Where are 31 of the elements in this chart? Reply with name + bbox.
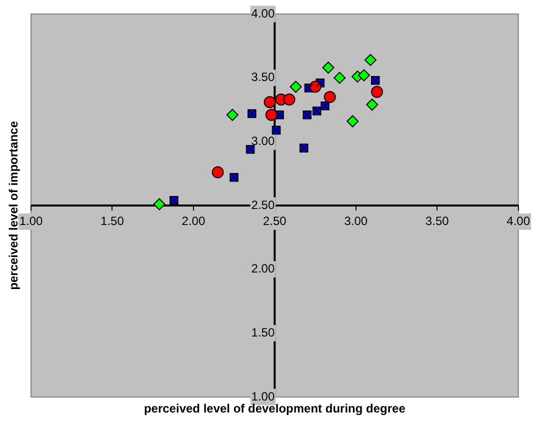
point xyxy=(324,90,336,103)
point xyxy=(366,98,378,111)
y-tick-label: 2.50 xyxy=(251,198,275,212)
x-tick-label: 1.50 xyxy=(100,214,124,228)
point xyxy=(346,115,359,128)
y-tick-label: 4.00 xyxy=(251,6,275,20)
point xyxy=(153,198,166,210)
x-tick-label: 3.00 xyxy=(344,214,368,228)
y-tick-label: 3.00 xyxy=(251,134,275,148)
x-tick-label: 4.00 xyxy=(506,214,530,228)
point xyxy=(322,62,334,74)
x-tick-label: 3.50 xyxy=(425,214,450,228)
y-axis-title: perceived level of importance xyxy=(6,120,20,290)
point xyxy=(265,108,278,121)
point xyxy=(226,108,238,121)
y-tick-label: 3.50 xyxy=(251,70,275,84)
point xyxy=(290,80,302,93)
point xyxy=(371,86,383,98)
point xyxy=(212,166,224,178)
y-tick-label: 1.50 xyxy=(251,325,275,340)
point xyxy=(358,69,370,82)
point xyxy=(334,72,346,84)
x-tick-label: 2.50 xyxy=(262,214,287,228)
y-tick-label: 1.00 xyxy=(251,389,275,404)
point xyxy=(283,94,296,106)
point xyxy=(264,96,276,108)
x-tick-label: 1.00 xyxy=(19,214,43,228)
x-tick-label: 2.00 xyxy=(182,214,206,228)
point xyxy=(364,54,376,66)
x-axis-title: perceived level of development during degree xyxy=(144,401,406,416)
y-tick-label: 2.00 xyxy=(251,262,275,276)
